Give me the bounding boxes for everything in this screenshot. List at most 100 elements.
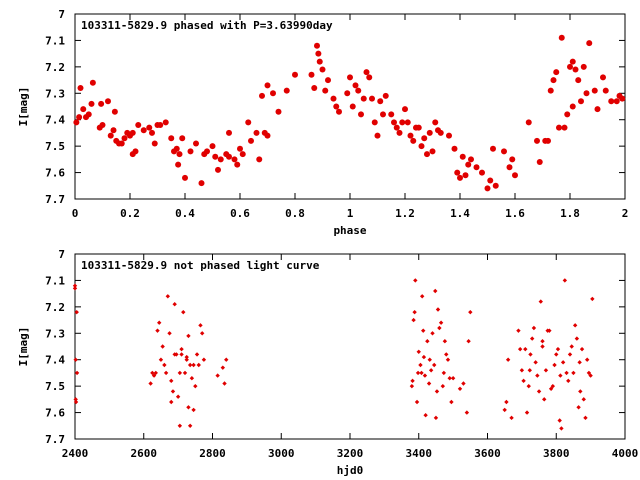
data-point: [415, 370, 421, 376]
data-point: [613, 98, 620, 105]
y-tick-label: 7.1: [45, 274, 65, 287]
data-point: [571, 370, 576, 376]
data-point: [396, 129, 403, 136]
data-point: [586, 40, 593, 47]
data-point: [198, 180, 205, 187]
data-point: [264, 82, 271, 89]
data-point: [619, 95, 626, 102]
y-tick-label: 7.5: [45, 380, 65, 393]
y-tick-label: 7.1: [45, 34, 65, 47]
data-point: [150, 370, 155, 376]
data-point: [173, 145, 180, 152]
data-point: [347, 74, 353, 81]
data-point: [441, 370, 447, 376]
data-point: [569, 103, 576, 110]
data-point: [567, 352, 573, 357]
data-point: [434, 389, 440, 394]
data-point: [325, 77, 331, 84]
data-point: [445, 357, 451, 362]
data-point: [572, 66, 579, 73]
y-tick-label: 7.2: [45, 301, 65, 314]
data-point: [157, 320, 162, 325]
x-tick-label: 0.4: [175, 207, 195, 220]
x-tick-label: 0.8: [285, 207, 305, 220]
data-point: [540, 344, 545, 349]
data-point: [414, 399, 420, 405]
data-point: [311, 85, 318, 91]
data-point: [536, 389, 542, 394]
data-point: [580, 63, 587, 70]
data-point: [322, 87, 329, 94]
data-point: [550, 77, 557, 84]
data-point: [172, 352, 177, 357]
data-point: [177, 370, 183, 376]
data-point: [465, 161, 472, 168]
data-point: [547, 328, 552, 333]
data-point: [594, 106, 601, 113]
y-axis-label: I[mag]: [17, 327, 30, 367]
data-point: [418, 362, 423, 368]
data-point: [380, 111, 386, 118]
data-point: [187, 423, 193, 428]
x-tick-label: 3600: [474, 447, 501, 460]
data-point: [602, 87, 609, 94]
data-point: [220, 365, 226, 370]
data-point: [336, 108, 342, 115]
y-tick-label: 7.7: [45, 433, 65, 446]
y-tick-label: 7.6: [45, 167, 65, 180]
data-point: [519, 368, 525, 373]
data-point: [561, 124, 568, 131]
data-point: [591, 87, 598, 94]
x-tick-label: 0.2: [120, 207, 140, 220]
data-point: [437, 325, 442, 331]
data-point: [426, 381, 432, 386]
data-point: [454, 169, 461, 176]
data-point: [73, 357, 78, 362]
x-tick-label: 0: [72, 207, 79, 220]
data-point: [105, 98, 111, 105]
data-point: [533, 360, 538, 365]
data-point: [140, 127, 147, 134]
data-point: [557, 418, 562, 423]
data-point: [179, 346, 184, 352]
data-point: [72, 283, 78, 288]
data-point: [407, 132, 414, 139]
data-point: [543, 368, 549, 373]
data-point: [509, 415, 514, 421]
data-point: [459, 153, 466, 160]
data-point: [170, 389, 176, 394]
x-tick-label: 1.8: [560, 207, 580, 220]
data-point: [576, 405, 581, 410]
data-point: [73, 397, 78, 402]
data-point: [182, 174, 188, 181]
data-point: [135, 122, 142, 128]
phased-light-curve-panel: 103311-5829.9 phased with P=3.63990day p…: [17, 8, 628, 237]
data-point: [487, 177, 494, 184]
plot-title: 103311-5829.9 not phased light curve: [81, 259, 320, 272]
data-point: [484, 185, 491, 192]
data-point: [566, 378, 571, 384]
data-point: [369, 95, 375, 102]
data-point: [430, 331, 435, 336]
data-point: [352, 82, 359, 89]
data-point: [424, 151, 430, 158]
data-point: [578, 389, 583, 394]
x-tick-label: 3000: [268, 447, 295, 460]
data-point: [315, 50, 322, 57]
data-point: [421, 135, 428, 142]
data-point: [422, 373, 428, 378]
data-point: [189, 376, 195, 381]
data-point: [209, 143, 216, 150]
data-point: [545, 137, 551, 144]
x-tick-label: 3200: [337, 447, 364, 460]
data-point: [579, 346, 585, 352]
data-point: [360, 95, 367, 102]
data-point: [85, 111, 92, 118]
data-point: [423, 413, 428, 418]
data-point: [461, 381, 466, 386]
data-point: [377, 98, 384, 105]
data-point: [231, 156, 238, 163]
data-point: [129, 129, 136, 136]
data-point: [253, 129, 260, 136]
data-point: [158, 357, 164, 362]
